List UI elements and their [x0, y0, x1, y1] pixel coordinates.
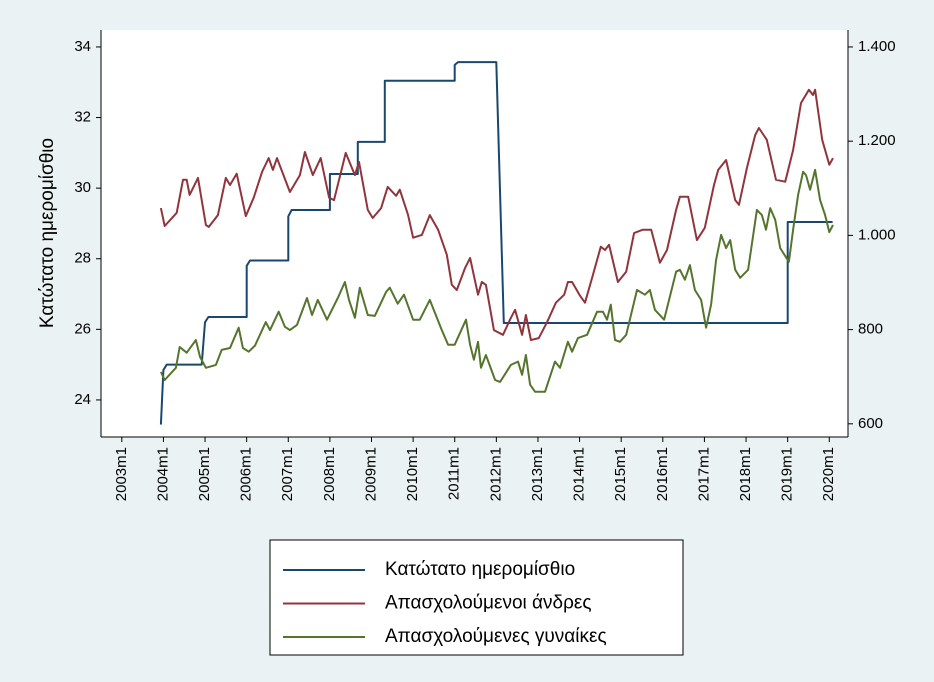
legend-label: Απασχολούμενες γυναίκες [385, 626, 607, 647]
x-tick-label: 2017m1 [695, 447, 712, 501]
x-tick-label: 2008m1 [321, 447, 338, 501]
x-tick-label: 2010m1 [404, 447, 421, 501]
legend-label: Απασχολούμενοι άνδρες [385, 593, 592, 614]
y2-tick-label: 1.000 [858, 226, 896, 243]
legend [269, 539, 684, 656]
x-tick-label: 2012m1 [487, 447, 504, 501]
plot-area [101, 30, 848, 437]
x-tick-label: 2011m1 [446, 447, 463, 500]
legend-label: Κατώτατο ημερομίσθιο [385, 559, 575, 580]
series-line [159, 168, 834, 393]
x-tick-label: 2004m1 [154, 447, 171, 501]
y2-tick-label: 600 [858, 415, 883, 432]
x-tick-label: 2006m1 [238, 447, 255, 501]
x-tick-label: 2015m1 [612, 447, 629, 501]
y-tick-label: 26 [74, 320, 91, 337]
x-tick-label: 2020m1 [820, 447, 837, 501]
x-tick-label: 2009m1 [362, 447, 379, 501]
series-line [159, 88, 834, 341]
y2-tick-label: 1.200 [858, 132, 896, 149]
x-tick-label: 2007m1 [279, 447, 296, 501]
y-tick-label: 24 [74, 391, 91, 408]
x-tick-label: 2016m1 [654, 447, 671, 501]
series-line [159, 61, 833, 425]
y-tick-label: 28 [74, 250, 91, 267]
x-tick-label: 2018m1 [737, 447, 754, 501]
x-tick-label: 2005m1 [196, 447, 213, 501]
x-tick-label: 2019m1 [779, 447, 796, 501]
x-tick-label: 2013m1 [529, 447, 546, 501]
x-tick-label: 2003m1 [113, 447, 130, 501]
y2-tick-label: 1.400 [858, 38, 896, 55]
y-tick-label: 30 [74, 179, 91, 196]
x-tick-label: 2014m1 [571, 447, 588, 501]
y-tick-label: 32 [74, 109, 91, 126]
y2-tick-label: 800 [858, 321, 883, 338]
y-tick-label: 34 [74, 38, 91, 55]
y-axis-title: Κατώτατο ημερομίσθιο [37, 138, 58, 328]
